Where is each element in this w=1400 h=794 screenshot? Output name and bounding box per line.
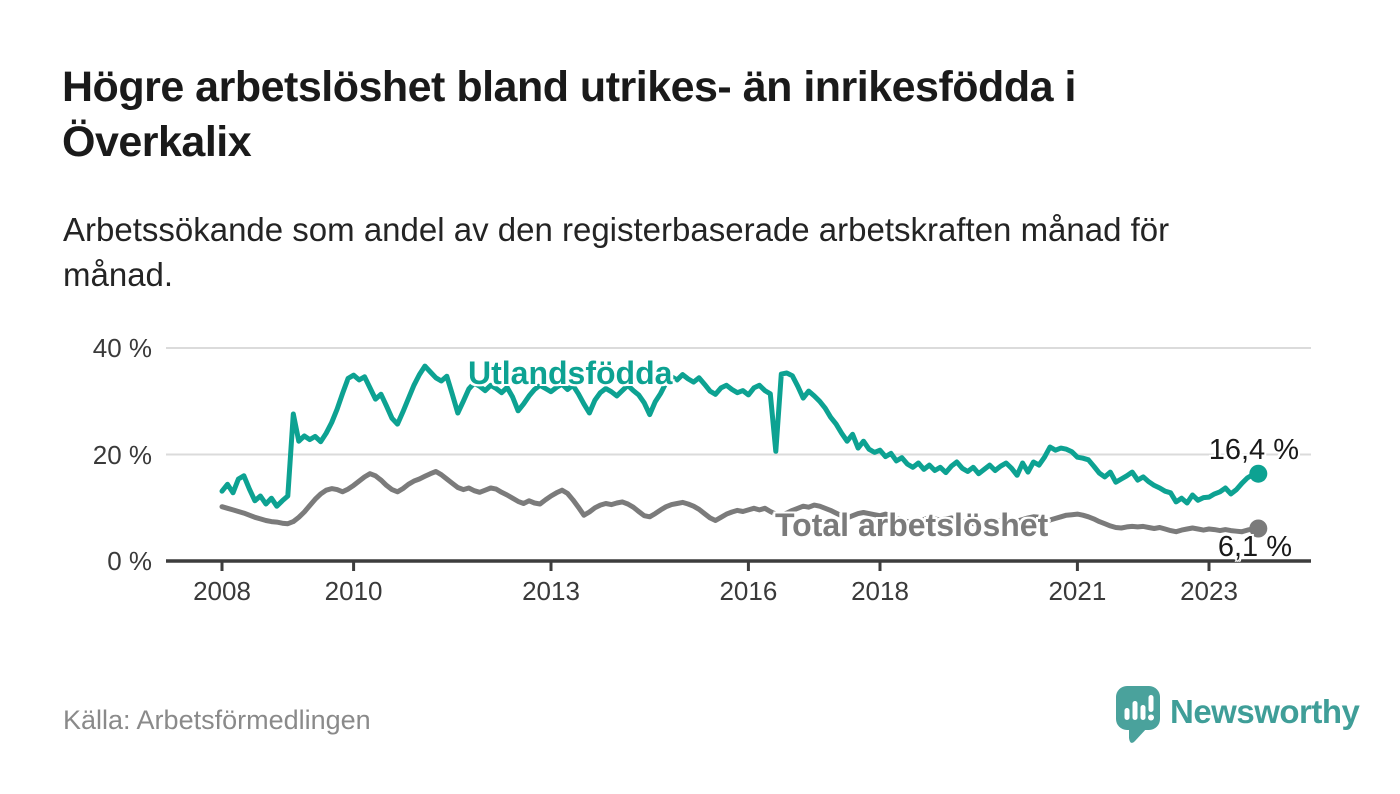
x-axis-label: 2013: [522, 576, 580, 606]
source-text: Källa: Arbetsförmedlingen: [63, 705, 371, 735]
series-label-utlandsfodda: Utlandsfödda: [468, 355, 673, 391]
end-dot: [1249, 519, 1268, 538]
newsworthy-branding: Newsworthy: [1112, 684, 1372, 748]
page-subtitle: Arbetssökande som andel av den registerb…: [63, 211, 1170, 293]
x-axis-label: 2018: [851, 576, 909, 606]
x-axis-label: 2021: [1048, 576, 1107, 606]
x-axis-label: 2023: [1180, 576, 1238, 606]
x-axis-label: 2010: [324, 576, 383, 606]
line-Utlandsfödda: [219, 363, 1261, 509]
y-axis-label: 20 %: [92, 439, 152, 470]
newsworthy-logo-icon: [1116, 686, 1160, 743]
line-Total arbetslöshet: [219, 469, 1261, 535]
x-axis-label: 2008: [193, 576, 251, 606]
newsworthy-wordmark: Newsworthy: [1170, 693, 1360, 730]
x-axis-label: 2016: [719, 576, 778, 606]
end-value-label-utlandsfodda: 16,4 %: [1208, 434, 1299, 466]
y-axis-label: 40 %: [92, 333, 152, 363]
end-value-label-total: 6,1 %: [1217, 531, 1292, 563]
page-title: Högre arbetslöshet bland utrikes- än inr…: [62, 63, 1076, 166]
series-label-total-arbetsloshet: Total arbetslöshet: [775, 507, 1049, 543]
y-axis-label: 0 %: [107, 546, 152, 576]
end-dot: [1249, 464, 1268, 483]
